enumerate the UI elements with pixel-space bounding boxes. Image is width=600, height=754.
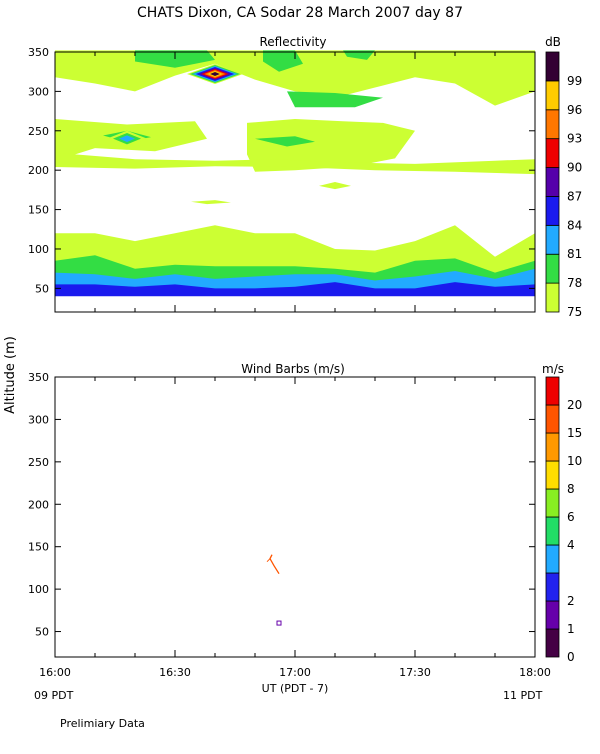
figure-title: CHATS Dixon, CA Sodar 28 March 2007 day … — [137, 5, 463, 21]
reflectivity-patch-78 — [135, 50, 215, 68]
wind-colorbar-swatch — [545, 432, 560, 462]
wind-colorbar-label: 0 — [567, 650, 575, 664]
refl-colorbar-swatch — [545, 80, 560, 111]
refl-colorbar-swatch — [545, 138, 560, 168]
refl-colorbar-swatch — [545, 282, 560, 313]
x-axis-label: UT (PDT - 7) — [262, 682, 329, 695]
wind-y-tick-label: 50 — [35, 626, 49, 639]
reflectivity-patch-75 — [247, 119, 415, 172]
refl-colorbar-swatch — [545, 167, 560, 197]
reflectivity-patch-75 — [191, 200, 231, 205]
reflectivity-patch-78 — [255, 136, 315, 147]
right-time-note: 11 PDT — [503, 689, 543, 702]
refl-colorbar-label: 93 — [567, 132, 582, 146]
wind-colorbar-unit: m/s — [542, 362, 564, 376]
refl-colorbar-unit: dB — [545, 35, 561, 49]
refl-y-tick-label: 250 — [28, 125, 49, 138]
refl-y-tick-label: 300 — [28, 85, 49, 98]
wind-barb-flag — [266, 558, 271, 563]
wind-colorbar-label: 8 — [567, 482, 575, 496]
refl-y-tick-label: 350 — [28, 46, 49, 59]
wind-colorbar-swatch — [545, 544, 560, 574]
wind-colorbar-swatch — [545, 516, 560, 546]
reflectivity-patch-75 — [319, 182, 351, 190]
wind-y-tick-label: 300 — [28, 413, 49, 426]
reflectivity-peak-feature — [210, 72, 220, 77]
wind-colorbar-label: 15 — [567, 426, 582, 440]
wind-colorbar-label: 2 — [567, 594, 575, 608]
wind-y-tick-label: 150 — [28, 541, 49, 554]
wind-colorbar-label: 20 — [567, 398, 582, 412]
wind-x-tick-label: 17:30 — [399, 666, 431, 679]
reflectivity-patch-78 — [287, 91, 383, 108]
refl-colorbar-label: 75 — [567, 305, 582, 319]
wind-colorbar-swatch — [545, 488, 560, 518]
reflectivity-panel: 50 100 150 200 250 300 350 75 78 81 84 87 90 93 96 99 — [28, 46, 582, 319]
wind-barb — [269, 554, 280, 575]
reflectivity-patch-78 — [263, 50, 303, 72]
wind-colorbar-swatch — [545, 572, 560, 602]
wind-colorbar-swatch — [545, 628, 560, 658]
wind-x-tick-label: 16:30 — [159, 666, 191, 679]
refl-y-tick-label: 200 — [28, 164, 49, 177]
footer-note: Prelimiary Data — [60, 717, 145, 730]
wind-x-tick-label: 16:00 — [39, 666, 71, 679]
refl-y-tick-label: 100 — [28, 243, 49, 256]
wind-y-tick-label: 250 — [28, 456, 49, 469]
refl-colorbar-swatch — [545, 224, 560, 255]
refl-colorbar-label: 99 — [567, 74, 582, 88]
reflectivity-patch-78 — [343, 50, 375, 60]
wind-y-tick-label: 100 — [28, 583, 49, 596]
wind-colorbar-label: 6 — [567, 510, 575, 524]
wind-colorbar-swatch — [545, 460, 560, 490]
wind-panel-title: Wind Barbs (m/s) — [241, 362, 345, 376]
refl-colorbar-label: 90 — [567, 161, 582, 175]
refl-colorbar-label: 78 — [567, 276, 582, 290]
refl-panel-title: Reflectivity — [259, 35, 326, 49]
refl-colorbar-swatch — [545, 109, 560, 140]
reflectivity-patch-75 — [495, 167, 527, 174]
refl-y-tick-label: 150 — [28, 204, 49, 217]
wind-colorbar-swatch — [545, 600, 560, 630]
wind-colorbar-label: 4 — [567, 538, 575, 552]
refl-colorbar-swatch — [545, 253, 560, 284]
refl-y-tick-label: 50 — [35, 282, 49, 295]
refl-colorbar-label: 81 — [567, 247, 582, 261]
wind-y-tick-label: 350 — [28, 371, 49, 384]
reflectivity-peak-feature — [119, 135, 135, 142]
wind-colorbar-swatch — [545, 404, 560, 434]
wind-x-tick-label: 18:00 — [519, 666, 551, 679]
refl-colorbar-swatch — [545, 51, 560, 82]
refl-colorbar-label: 84 — [567, 218, 582, 232]
refl-colorbar-label: 96 — [567, 103, 582, 117]
reflectivity-patch-75 — [55, 152, 535, 175]
y-axis-label: Altitude (m) — [3, 336, 18, 414]
left-time-note: 09 PDT — [34, 689, 74, 702]
wind-colorbar-swatch — [545, 376, 560, 406]
refl-colorbar-swatch — [545, 196, 560, 226]
wind-y-tick-label: 200 — [28, 498, 49, 511]
wind-colorbar-label: 1 — [567, 622, 575, 636]
wind-x-tick-label: 17:00 — [279, 666, 311, 679]
wind-plot-frame — [54, 376, 536, 658]
wind-colorbar-label: 10 — [567, 454, 582, 468]
wind-barb-calm-marker — [276, 620, 282, 626]
refl-colorbar-label: 87 — [567, 189, 582, 203]
